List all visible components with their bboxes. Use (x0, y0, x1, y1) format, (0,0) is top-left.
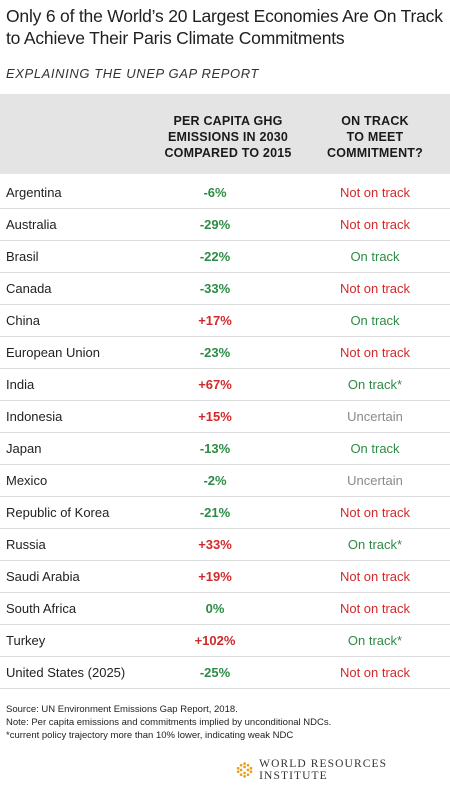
country-cell: Japan (6, 441, 42, 456)
emissions-change-cell: +33% (198, 537, 232, 552)
status-cell: Not on track (339, 569, 411, 584)
table-row: India +67% On track* (0, 369, 450, 401)
table-row: Brasil -22% On track (0, 241, 450, 273)
emissions-change-cell: +17% (198, 313, 232, 328)
wri-logo-icon (236, 762, 253, 778)
header-emissions-line: COMPARED TO 2015 (164, 146, 292, 160)
country-cell: Indonesia (6, 409, 63, 424)
status-cell: Not on track (339, 281, 411, 296)
header-emissions: PER CAPITA GHG EMISSIONS IN 2030 COMPARE… (128, 113, 328, 161)
emissions-change-cell: +102% (194, 633, 236, 648)
footnotes: Source: UN Environment Emissions Gap Rep… (6, 703, 331, 742)
status-cell: Uncertain (347, 473, 403, 488)
status-cell: On track* (347, 377, 403, 392)
emissions-change-cell: -13% (199, 441, 231, 456)
emissions-change-cell: +19% (198, 569, 232, 584)
header-track-line: ON TRACK (341, 114, 409, 128)
country-cell: South Africa (6, 601, 77, 616)
asterisk-note: *current policy trajectory more than 10%… (6, 730, 294, 741)
table-row: European Union -23% Not on track (0, 337, 450, 369)
country-cell: India (6, 377, 35, 392)
status-cell: Not on track (339, 217, 411, 232)
emissions-change-cell: -22% (199, 249, 231, 264)
status-cell: Not on track (339, 345, 411, 360)
emissions-change-cell: 0% (205, 601, 225, 616)
table-row: United States (2025) -25% Not on track (0, 657, 450, 689)
status-cell: On track* (347, 633, 403, 648)
country-cell: Mexico (6, 473, 48, 488)
table-row: Turkey +102% On track* (0, 625, 450, 657)
table-row: Mexico -2% Uncertain (0, 465, 450, 497)
status-cell: Not on track (339, 665, 411, 680)
emissions-change-cell: -33% (199, 281, 231, 296)
country-cell: Australia (6, 217, 57, 232)
table-row: Saudi Arabia +19% Not on track (0, 561, 450, 593)
status-cell: Not on track (339, 505, 411, 520)
table-row: Republic of Korea -21% Not on track (0, 497, 450, 529)
country-cell: Brasil (6, 249, 39, 264)
table-row: South Africa 0% Not on track (0, 593, 450, 625)
header-track-line: TO MEET (346, 130, 404, 144)
header-emissions-line: EMISSIONS IN 2030 (167, 130, 289, 144)
table-row: Indonesia +15% Uncertain (0, 401, 450, 433)
country-cell: Saudi Arabia (6, 569, 80, 584)
table-header-band (0, 94, 450, 174)
emissions-change-cell: +15% (198, 409, 232, 424)
country-cell: United States (2025) (6, 665, 126, 680)
country-cell: China (6, 313, 40, 328)
status-cell: Not on track (339, 601, 411, 616)
country-cell: Argentina (6, 185, 62, 200)
table-row: Canada -33% Not on track (0, 273, 450, 305)
chart-title: Only 6 of the World’s 20 Largest Economi… (6, 6, 443, 48)
table-row: Russia +33% On track* (0, 529, 450, 561)
wri-logo-text: WORLD RESOURCES INSTITUTE (259, 758, 388, 782)
status-cell: On track (350, 313, 400, 328)
table-body: Argentina -6% Not on track Australia -29% Not… (0, 177, 450, 689)
status-cell: On track* (347, 537, 403, 552)
header-track-line: COMMITMENT? (327, 146, 423, 160)
status-cell: On track (350, 441, 400, 456)
status-cell: Uncertain (347, 409, 403, 424)
country-cell: Republic of Korea (6, 505, 110, 520)
country-cell: Turkey (6, 633, 46, 648)
status-cell: Not on track (339, 185, 411, 200)
emissions-change-cell: -6% (203, 185, 227, 200)
table-row: Japan -13% On track (0, 433, 450, 465)
header-emissions-line: PER CAPITA GHG (173, 114, 283, 128)
country-cell: European Union (6, 345, 100, 360)
table-row: Argentina -6% Not on track (0, 177, 450, 209)
chart-subtitle: EXPLAINING THE UNEP GAP REPORT (6, 66, 260, 81)
emissions-change-cell: -29% (199, 217, 231, 232)
wri-logo: WORLD RESOURCES INSTITUTE (236, 758, 450, 782)
emissions-change-cell: -23% (199, 345, 231, 360)
table-row: China +17% On track (0, 305, 450, 337)
method-note: Note: Per capita emissions and commitmen… (6, 717, 332, 728)
status-cell: On track (350, 249, 400, 264)
source-note: Source: UN Environment Emissions Gap Rep… (6, 704, 238, 715)
emissions-change-cell: +67% (198, 377, 232, 392)
header-on-track: ON TRACK TO MEET COMMITMENT? (300, 113, 450, 161)
country-cell: Russia (6, 537, 46, 552)
table-row: Australia -29% Not on track (0, 209, 450, 241)
emissions-change-cell: -25% (199, 665, 231, 680)
emissions-change-cell: -2% (203, 473, 227, 488)
country-cell: Canada (6, 281, 52, 296)
emissions-change-cell: -21% (199, 505, 231, 520)
